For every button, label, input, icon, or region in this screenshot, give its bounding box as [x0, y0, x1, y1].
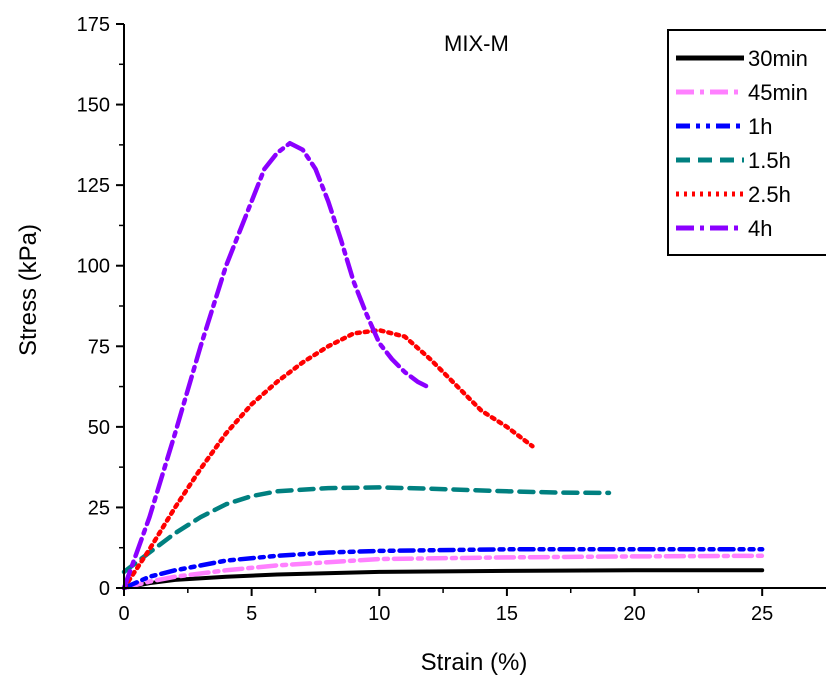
x-tick-label: 25 [751, 603, 773, 625]
axes: 0 5 10 15 20 25 0 25 50 75 100 125 150 175 [77, 14, 826, 625]
legend-label: 1.5h [748, 148, 791, 173]
x-axis-title: Strain (%) [421, 649, 528, 676]
series-line-2-5h [121, 327, 535, 591]
x-tick-label: 5 [246, 603, 257, 625]
legend-label: 30min [748, 46, 808, 71]
y-tick-label: 50 [88, 417, 110, 439]
y-tick-label: 125 [77, 175, 110, 197]
series-line-1h [121, 547, 765, 591]
series-line-45min [121, 553, 765, 591]
x-tick-label: 20 [623, 603, 645, 625]
series-line-4h [121, 140, 433, 591]
legend: 30min 45min 1h 1.5h 2.5h 4h [667, 29, 826, 256]
legend-label: 4h [748, 216, 772, 241]
x-tick-label: 15 [496, 603, 518, 625]
y-tick-label: 150 [77, 95, 110, 117]
y-tick-label: 0 [99, 578, 110, 600]
x-tick-label: 10 [368, 603, 390, 625]
legend-box [667, 29, 826, 256]
series-line-1-5h [121, 485, 612, 575]
y-tick-label: 100 [77, 256, 110, 278]
legend-label: 45min [748, 80, 808, 105]
x-tick-label: 0 [118, 603, 129, 625]
ticks: 0 5 10 15 20 25 0 25 50 75 100 125 150 175 [77, 14, 774, 625]
y-tick-label: 25 [88, 497, 110, 519]
plot-lines [121, 140, 765, 591]
chart-title: MIX-M [444, 31, 509, 56]
y-tick-label: 175 [77, 14, 110, 36]
y-axis-title: Stress (kPa) [15, 224, 42, 356]
legend-label: 1h [748, 114, 772, 139]
legend-label: 2.5h [748, 182, 791, 207]
y-tick-label: 75 [88, 336, 110, 358]
